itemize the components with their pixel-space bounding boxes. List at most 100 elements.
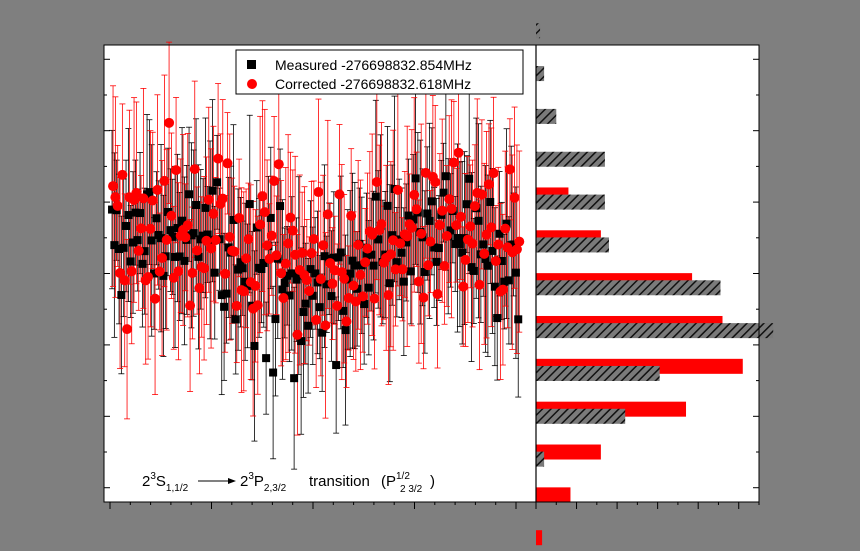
point-measured [500, 277, 509, 286]
point-measured [287, 269, 296, 278]
point-measured [110, 241, 119, 250]
point-corrected [339, 273, 350, 284]
point-corrected [119, 275, 130, 286]
point-corrected [444, 194, 455, 205]
point-measured [350, 261, 359, 270]
point-measured [315, 303, 324, 312]
point-measured [362, 251, 371, 260]
histogram-bar-measured [536, 237, 609, 253]
point-measured [175, 252, 184, 261]
point-corrected [451, 220, 462, 231]
point-measured [402, 238, 411, 247]
point-measured [301, 299, 310, 308]
point-corrected [362, 243, 373, 254]
point-corrected [145, 223, 156, 234]
point-corrected [250, 280, 261, 291]
point-corrected [481, 229, 492, 240]
point-corrected [511, 244, 522, 255]
point-corrected [476, 189, 487, 200]
point-measured [185, 190, 194, 199]
point-measured [124, 211, 133, 220]
annot-lhs-state: S [156, 473, 166, 490]
annot-paren-sub: 2 3/2 [400, 484, 423, 495]
point-measured [278, 285, 287, 294]
point-measured [280, 278, 289, 287]
point-corrected [115, 268, 126, 279]
point-corrected [469, 201, 480, 212]
point-measured [299, 308, 308, 317]
point-measured [514, 315, 523, 324]
point-corrected [187, 267, 198, 278]
point-corrected [488, 168, 499, 179]
histogram-bar-corrected [536, 487, 571, 503]
point-measured [509, 240, 518, 249]
point-measured [423, 209, 432, 218]
point-corrected [371, 176, 382, 187]
point-measured [406, 267, 415, 276]
histogram-bar-measured [536, 451, 545, 467]
scatter-points [108, 117, 525, 383]
plot-frame [103, 44, 760, 503]
point-corrected [437, 205, 448, 216]
histogram-panel [535, 23, 774, 546]
legend-marker-corrected [247, 79, 257, 89]
point-measured [339, 306, 348, 315]
point-corrected [152, 184, 163, 195]
point-corrected [390, 264, 401, 275]
point-corrected [112, 200, 123, 211]
point-corrected [441, 230, 452, 241]
point-corrected [203, 194, 214, 205]
point-measured [241, 277, 250, 286]
point-measured [425, 216, 434, 225]
point-corrected [224, 232, 235, 243]
point-corrected [108, 181, 119, 192]
point-measured [180, 256, 189, 265]
point-measured [481, 254, 490, 263]
point-corrected [385, 249, 396, 260]
point-measured [399, 277, 408, 286]
point-corrected [348, 280, 359, 291]
legend-label-measured: Measured -276698832.854MHz [275, 57, 472, 73]
point-corrected [406, 222, 417, 233]
point-corrected [126, 266, 137, 277]
point-corrected [220, 268, 231, 279]
point-corrected [341, 316, 352, 327]
point-measured [294, 271, 303, 280]
point-corrected [479, 248, 490, 259]
point-measured [474, 216, 483, 225]
point-corrected [297, 247, 308, 258]
point-corrected [313, 187, 324, 198]
histogram-bar-measured [536, 108, 557, 124]
point-measured [133, 236, 142, 245]
point-corrected [194, 283, 205, 294]
point-corrected [201, 235, 212, 246]
annot-lhs-main: 2 [142, 473, 150, 490]
point-corrected [234, 212, 245, 223]
point-measured [360, 300, 369, 309]
point-measured [322, 280, 331, 289]
point-corrected [154, 266, 165, 277]
point-corrected [395, 238, 406, 249]
point-measured [504, 276, 513, 285]
point-measured [430, 243, 439, 252]
point-corrected [173, 266, 184, 277]
point-corrected [369, 293, 380, 304]
point-corrected [180, 232, 191, 243]
point-measured [201, 203, 210, 212]
point-measured [292, 275, 301, 284]
annot-lhs-sub: 1,1/2 [166, 483, 189, 494]
point-measured [329, 253, 338, 262]
point-corrected [210, 235, 221, 246]
point-corrected [360, 257, 371, 268]
point-corrected [304, 286, 315, 297]
point-measured [262, 354, 271, 363]
point-corrected [147, 195, 158, 206]
point-measured [245, 200, 254, 209]
point-corrected [161, 234, 172, 245]
point-measured [189, 229, 198, 238]
point-measured [119, 243, 128, 252]
point-measured [367, 250, 376, 259]
point-corrected [189, 164, 200, 175]
point-corrected [350, 296, 361, 307]
point-corrected [509, 192, 520, 203]
